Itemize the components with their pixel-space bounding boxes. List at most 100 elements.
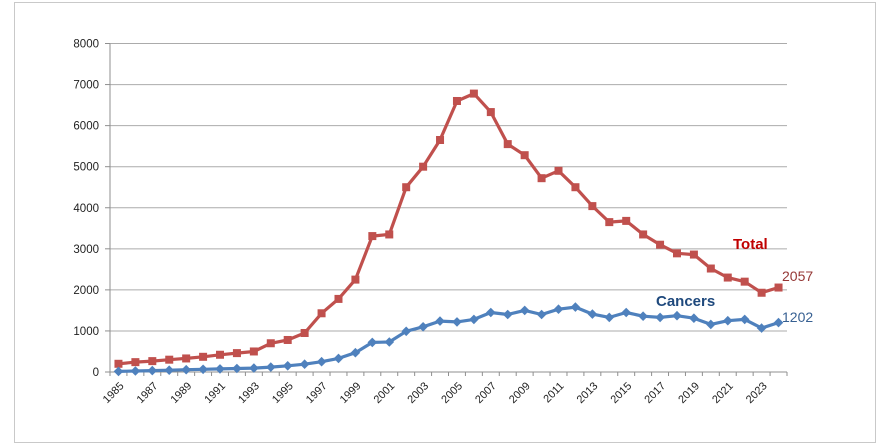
marker-diamond	[689, 313, 699, 324]
marker-square	[639, 230, 648, 239]
marker-diamond	[587, 309, 598, 319]
x-axis-label: 2005	[439, 380, 465, 406]
y-axis-label: 8000	[73, 39, 99, 51]
marker-square	[199, 352, 208, 361]
marker-diamond	[469, 314, 479, 325]
x-axis-label: 2015	[609, 380, 635, 406]
marker-square	[537, 174, 546, 183]
marker-square	[689, 250, 698, 259]
marker-square	[452, 96, 461, 105]
y-axis-label: 5000	[73, 162, 99, 174]
marker-square	[249, 347, 258, 356]
marker-square	[385, 230, 394, 239]
x-axis-label: 1993	[236, 380, 262, 406]
marker-diamond	[485, 307, 496, 318]
marker-square	[571, 183, 580, 192]
marker-square	[368, 232, 377, 241]
marker-diamond	[130, 366, 141, 376]
marker-square	[216, 350, 225, 359]
series-line-total	[116, 91, 781, 366]
marker-diamond	[181, 364, 192, 375]
marker-square	[503, 140, 512, 149]
x-axis-label: 1989	[168, 380, 194, 406]
x-axis-label: 1991	[202, 380, 228, 406]
y-axis-label: 3000	[73, 244, 99, 256]
marker-diamond	[299, 359, 310, 370]
marker-square	[148, 357, 157, 366]
marker-square	[317, 309, 326, 318]
y-axis-label: 4000	[73, 203, 99, 215]
y-axis-label: 6000	[73, 121, 99, 133]
x-axis-label: 1985	[101, 380, 127, 406]
marker-square	[656, 240, 665, 249]
marker-diamond	[164, 365, 175, 376]
marker-diamond	[452, 317, 462, 327]
x-axis-label: 1997	[304, 380, 330, 406]
y-axis-label: 1000	[73, 326, 99, 338]
series-end-value-total: 2057	[782, 268, 814, 284]
marker-square	[554, 166, 563, 175]
marker-square	[622, 216, 631, 225]
x-axis-label: 2013	[575, 380, 601, 406]
marker-square	[114, 359, 123, 368]
x-axis-label: 2007	[473, 380, 499, 406]
marker-square	[436, 135, 445, 144]
marker-square	[266, 339, 275, 348]
x-axis-label: 1999	[338, 380, 364, 406]
marker-diamond	[435, 316, 445, 326]
marker-square	[740, 277, 749, 286]
marker-diamond	[502, 309, 513, 320]
x-axis-label: 1987	[135, 380, 161, 406]
marker-diamond	[604, 312, 615, 323]
x-axis-label: 2001	[372, 380, 398, 406]
x-axis-label: 2009	[507, 380, 533, 406]
marker-diamond	[198, 364, 208, 375]
x-axis-label: 2011	[541, 380, 566, 405]
marker-diamond	[265, 362, 276, 372]
series-end-value-cancers: 1202	[782, 309, 814, 325]
marker-square	[165, 355, 174, 364]
x-axis-label: 2023	[744, 380, 770, 406]
x-axis-label: 2017	[642, 380, 668, 406]
marker-diamond	[249, 363, 259, 373]
y-axis-label: 2000	[73, 285, 99, 297]
marker-square	[351, 275, 360, 284]
marker-square	[131, 358, 140, 367]
series-label-cancers: Cancers	[656, 293, 716, 310]
marker-square	[334, 294, 343, 303]
marker-diamond	[553, 304, 564, 315]
marker-diamond	[333, 353, 344, 364]
marker-diamond	[316, 356, 327, 367]
marker-square	[419, 162, 428, 171]
y-axis-label: 7000	[73, 80, 99, 92]
marker-square	[402, 183, 411, 192]
marker-square	[774, 283, 783, 292]
marker-square	[283, 335, 292, 344]
x-axis-label: 1995	[270, 380, 296, 406]
x-axis-label: 2019	[676, 380, 702, 406]
marker-diamond	[519, 305, 530, 316]
marker-square	[300, 328, 309, 337]
marker-square	[469, 89, 478, 98]
marker-square	[520, 151, 529, 160]
marker-diamond	[722, 315, 733, 326]
marker-diamond	[655, 312, 665, 323]
marker-diamond	[536, 309, 547, 320]
marker-square	[605, 218, 614, 227]
marker-square	[706, 264, 715, 273]
marker-square	[486, 108, 495, 117]
series-line-cancers	[116, 305, 781, 373]
series-label-total: Total	[733, 236, 768, 253]
y-axis-label: 0	[93, 367, 99, 379]
marker-square	[723, 273, 732, 282]
marker-diamond	[570, 302, 581, 312]
x-axis-label: 2021	[710, 380, 736, 406]
x-axis-label: 2003	[405, 380, 431, 406]
marker-square	[182, 354, 191, 363]
marker-diamond	[418, 321, 428, 332]
marker-square	[672, 249, 681, 258]
marker-square	[232, 349, 241, 358]
marker-diamond	[621, 307, 632, 318]
